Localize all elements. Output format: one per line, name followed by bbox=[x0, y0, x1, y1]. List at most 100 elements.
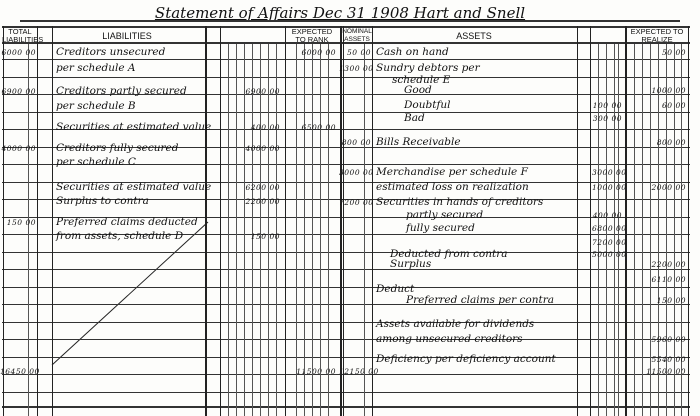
column-rule bbox=[285, 26, 286, 416]
total-liabilities-sum: 16450 00 bbox=[0, 367, 40, 376]
digit-rule bbox=[236, 44, 237, 416]
header-assets: ASSETS bbox=[456, 31, 492, 41]
liability-inner-amount: 400 00 bbox=[250, 123, 280, 132]
liability-total: 4000 00 bbox=[1, 144, 36, 153]
digit-rule bbox=[260, 44, 261, 416]
asset-inner-amount: 400 00 bbox=[592, 211, 622, 220]
digit-rule bbox=[268, 44, 269, 416]
liability-expected-to-rank: 6000 00 bbox=[301, 48, 336, 57]
digit-rule bbox=[244, 44, 245, 416]
liability-total: 6000 00 bbox=[1, 48, 36, 57]
column-rule bbox=[37, 26, 38, 416]
row-rule bbox=[2, 322, 690, 323]
header-total-liabilities: TOTAL LIABILITIES bbox=[2, 27, 44, 44]
digit-rule bbox=[312, 44, 313, 416]
liability-inner-amount: 2200 00 bbox=[245, 197, 280, 206]
asset-description: Deficiency per deficiency account bbox=[376, 353, 556, 365]
liability-inner-amount: 6900 00 bbox=[245, 87, 280, 96]
header-top-rule bbox=[2, 26, 690, 28]
liability-description: per schedule B bbox=[56, 100, 136, 112]
column-rule bbox=[3, 26, 4, 416]
asset-description: Bad bbox=[404, 112, 425, 124]
asset-nominal-value: 800 00 bbox=[341, 138, 371, 147]
asset-description: among unsecured creditors bbox=[376, 333, 523, 345]
row-rule bbox=[2, 234, 690, 235]
digit-rule bbox=[618, 44, 619, 416]
asset-inner-amount: 5000 00 bbox=[592, 250, 627, 259]
row-rule bbox=[2, 252, 690, 253]
liability-description: Preferred claims deducted bbox=[56, 216, 198, 228]
liability-total: 150 00 bbox=[6, 218, 36, 227]
digit-rule bbox=[606, 44, 607, 416]
asset-description: Surplus bbox=[390, 258, 432, 270]
asset-inner-amount: 1000 00 bbox=[592, 183, 627, 192]
column-rule bbox=[688, 26, 689, 416]
asset-expected-to-realize: 800 00 bbox=[656, 138, 686, 147]
row-rule bbox=[2, 339, 690, 340]
liability-description: Surplus to contra bbox=[56, 195, 149, 207]
header-bottom-rule bbox=[2, 42, 690, 44]
asset-inner-amount: 100 00 bbox=[592, 101, 622, 110]
asset-description: Securities in hands of creditors bbox=[376, 196, 544, 208]
digit-rule bbox=[364, 44, 365, 416]
column-rule bbox=[220, 26, 221, 416]
asset-description: Deducted from contra bbox=[390, 248, 508, 260]
asset-expected-to-realize: 6110 00 bbox=[651, 275, 686, 284]
asset-inner-amount: 6800 00 bbox=[592, 224, 627, 233]
asset-expected-to-realize: 150 00 bbox=[656, 296, 686, 305]
asset-nominal-value: 3000 00 bbox=[339, 168, 374, 177]
column-rule bbox=[590, 26, 591, 416]
column-rule bbox=[340, 26, 342, 416]
asset-description: fully secured bbox=[406, 222, 475, 234]
row-rule bbox=[2, 269, 690, 270]
liability-description: from assets, schedule D bbox=[56, 230, 184, 242]
digit-rule bbox=[296, 44, 297, 416]
liability-expected-to-rank: 6500 00 bbox=[301, 123, 336, 132]
expected-to-realize-sum: 11500 00 bbox=[646, 367, 685, 376]
digit-rule bbox=[634, 44, 635, 416]
asset-expected-to-realize: 50 00 bbox=[662, 48, 686, 57]
digit-rule bbox=[598, 44, 599, 416]
header-expected-to-rank: EXPECTED TO RANK bbox=[291, 27, 333, 44]
column-rule bbox=[52, 26, 53, 416]
row-rule bbox=[2, 392, 690, 393]
asset-description: Assets available for dividends bbox=[376, 318, 535, 330]
asset-nominal-value: 7200 00 bbox=[339, 198, 374, 207]
liability-description: Creditors unsecured bbox=[56, 46, 166, 58]
liability-description: Securities at estimated value bbox=[56, 181, 212, 193]
asset-description: schedule E bbox=[392, 74, 451, 86]
row-rule bbox=[2, 164, 690, 165]
liability-total: 6900 00 bbox=[1, 87, 36, 96]
asset-inner-amount: 3000 00 bbox=[592, 168, 627, 177]
row-rule bbox=[2, 357, 690, 358]
asset-description: Preferred claims per contra bbox=[406, 294, 555, 306]
asset-description: Doubtful bbox=[404, 99, 451, 111]
liability-description: per schedule C bbox=[56, 156, 136, 168]
asset-description: estimated loss on realization bbox=[376, 181, 529, 193]
row-rule bbox=[2, 94, 690, 95]
row-rule bbox=[2, 59, 690, 60]
title-rule bbox=[20, 20, 680, 22]
asset-expected-to-realize: 5540 00 bbox=[651, 355, 686, 364]
header-liabilities: LIABILITIES bbox=[102, 31, 152, 41]
digit-rule bbox=[614, 44, 615, 416]
footer-double-rule bbox=[2, 406, 690, 408]
asset-expected-to-realize: 5960 00 bbox=[651, 335, 686, 344]
sheet-title: Statement of Affairs Dec 31 1908 Hart an… bbox=[154, 4, 526, 22]
row-rule bbox=[2, 112, 690, 113]
liability-description: Creditors partly secured bbox=[56, 85, 187, 97]
asset-nominal-value: 1300 00 bbox=[339, 64, 374, 73]
liability-inner-amount: 6200 00 bbox=[245, 183, 280, 192]
nominal-assets-sum: 12150 00 bbox=[339, 367, 379, 376]
liability-description: per schedule A bbox=[56, 62, 136, 74]
digit-rule bbox=[674, 44, 675, 416]
digit-rule bbox=[252, 44, 253, 416]
asset-description: Cash on hand bbox=[376, 46, 449, 58]
asset-description: partly secured bbox=[406, 209, 484, 221]
digit-rule bbox=[320, 44, 321, 416]
row-rule bbox=[2, 129, 690, 130]
digit-rule bbox=[228, 44, 229, 416]
column-rule bbox=[372, 26, 373, 416]
